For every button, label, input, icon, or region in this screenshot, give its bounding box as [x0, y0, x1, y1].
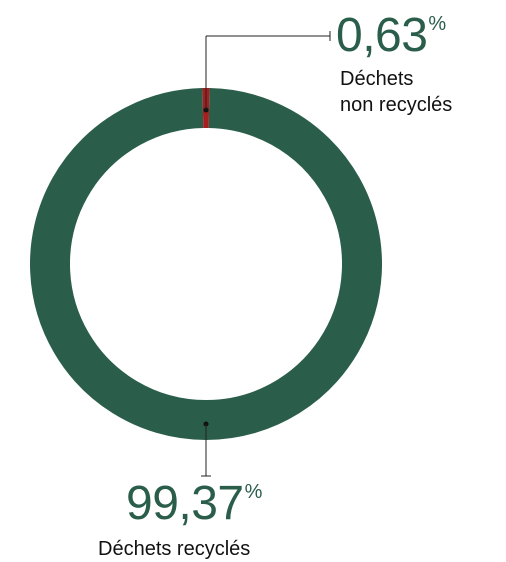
recycled-value-number: 99,37: [126, 477, 244, 530]
recycled-value: 99,37%: [126, 480, 262, 528]
non-recycled-value-unit: %: [428, 13, 447, 35]
non-recycled-label: Déchets non recyclés: [340, 66, 452, 118]
slice-recycled: [30, 88, 382, 440]
recycled-value-unit: %: [244, 481, 263, 503]
non-recycled-value: 0,63%: [336, 12, 446, 60]
non-recycled-label-line2: non recyclés: [340, 94, 453, 116]
recycled-label: Déchets recyclés: [98, 538, 251, 560]
non-recycled-label-line1: Déchets: [340, 68, 414, 90]
non-recycled-value-number: 0,63: [336, 9, 428, 62]
